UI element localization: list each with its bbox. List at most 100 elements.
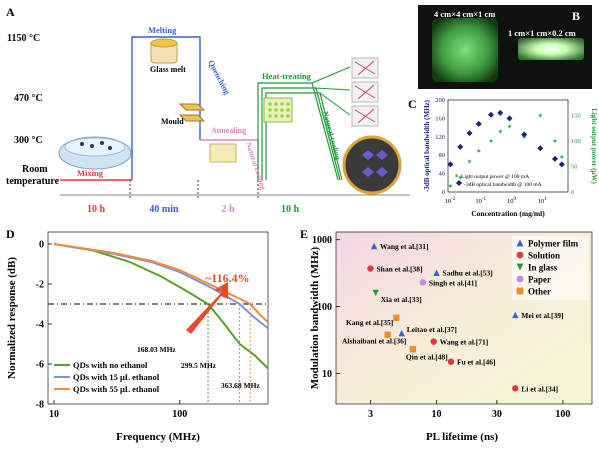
panel-c-ytick-left: 200 bbox=[435, 97, 445, 104]
panel-e-ytick: 100 bbox=[317, 302, 332, 313]
panel-d-letter: D bbox=[6, 227, 15, 241]
power-point: ✶ bbox=[537, 112, 543, 120]
panel-e-letter: E bbox=[300, 227, 308, 241]
panel-e-xtick: 10 bbox=[432, 409, 442, 420]
panel-e-xtick: 100 bbox=[555, 409, 570, 420]
panel-d-frequency-markers bbox=[207, 304, 251, 404]
panel-e-legend-box bbox=[512, 236, 588, 300]
bandwidth-point bbox=[558, 161, 565, 168]
stage-natural-cooling-1: Natural cooling bbox=[244, 141, 268, 191]
time-heat-treating: 10 h bbox=[281, 204, 300, 215]
lit-point-label: Singh et al.[41] bbox=[429, 278, 477, 287]
stage-quenching: Quenching bbox=[206, 59, 231, 96]
bandwidth-point bbox=[497, 109, 504, 116]
series-line-1 bbox=[53, 243, 269, 329]
lit-point bbox=[393, 314, 400, 321]
lit-point bbox=[512, 385, 519, 392]
time-mixing: 10 h bbox=[87, 204, 106, 215]
temp-1150: 1150 °C bbox=[7, 33, 40, 44]
lit-point-label: Sadhu et al.[53] bbox=[443, 269, 493, 278]
panel-e-points: Wang et al.[31] Shan et al.[38] Sadhu et a… bbox=[342, 242, 564, 393]
legend-marker bbox=[516, 287, 524, 295]
power-point: ✶ bbox=[476, 148, 482, 156]
power-point: ✶ bbox=[488, 137, 494, 145]
bandwidth-point bbox=[488, 111, 495, 118]
power-point: ✶ bbox=[559, 154, 565, 162]
panel-e-ytick: 1000 bbox=[312, 235, 332, 246]
panel-e-xlabel: PL lifetime (ns) bbox=[426, 431, 498, 443]
power-point: ✶ bbox=[447, 182, 453, 190]
stage-annealing: Annealing bbox=[211, 126, 246, 135]
lit-point-label: Leitao et al.[37] bbox=[407, 325, 457, 334]
power-point: ✶ bbox=[457, 174, 463, 182]
bandwidth-point bbox=[475, 120, 482, 127]
panel-d-ytick: -2 bbox=[36, 280, 44, 291]
legend-label: Polymer film bbox=[528, 239, 579, 249]
mixing-bowl-illustration bbox=[58, 136, 132, 170]
heat-branch-2 bbox=[315, 87, 351, 91]
stage-melting: Melting bbox=[148, 25, 177, 35]
bandwidth-point bbox=[466, 130, 473, 137]
stage-natural-cooling-2: Natural cooling bbox=[321, 110, 343, 161]
panel-c-points: ✶✶✶✶✶✶✶✶✶✶✶ bbox=[447, 109, 565, 190]
temp-room-1: Room bbox=[22, 164, 48, 175]
legend-marker bbox=[516, 263, 524, 271]
legend-15ul: QDs with 15 μL ethanol bbox=[73, 372, 160, 382]
lit-point bbox=[367, 265, 374, 272]
panel-d: D 10 100 0 -2 -4 -6 -8 ~116.4% 168.03 MHz 299.… bbox=[6, 227, 269, 443]
freq-label-55ul: 363.68 MHz bbox=[221, 381, 260, 390]
panel-c-ytick-left: 160 bbox=[435, 115, 445, 122]
panel-d-ytick: -8 bbox=[36, 400, 44, 411]
panel-c-legend: ✶ Light output power @ 100 mA -3dB optic… bbox=[454, 173, 542, 188]
panel-d-legend: QDs with no ethanol QDs with 15 μL ethan… bbox=[54, 360, 160, 394]
legend-label: In glass bbox=[528, 263, 558, 273]
panel-d-xlabel: Frequency (MHz) bbox=[116, 431, 200, 443]
panel-d-xtick: 10 bbox=[49, 409, 59, 420]
panel-c-ticks: 10-2 10-1 100 101 0 40 80 120 160 200 0 50 100 150 bbox=[435, 97, 581, 205]
legend-power: Light output power @ 100 mA bbox=[461, 174, 529, 180]
panel-d-ytick: -4 bbox=[36, 320, 44, 331]
panel-c-ytick-right: 150 bbox=[571, 112, 581, 119]
panel-c-frame bbox=[447, 99, 569, 193]
lit-point-label: Fu et al.[46] bbox=[457, 358, 496, 367]
power-point: ✶ bbox=[507, 123, 513, 131]
label-mould: Mould bbox=[161, 117, 184, 126]
panel-d-frame bbox=[47, 231, 269, 405]
panel-c-ylabel-right: Light output power (μW) bbox=[590, 108, 598, 184]
lit-point bbox=[409, 346, 417, 353]
lit-point bbox=[419, 279, 427, 286]
profile-heat-3 bbox=[265, 92, 343, 181]
panel-e-xtick: 30 bbox=[492, 409, 502, 420]
panel-c-ytick-right: 100 bbox=[571, 138, 581, 145]
stage-mixing: Mixing bbox=[77, 168, 104, 178]
panel-c-xtick: 10-1 bbox=[475, 197, 486, 205]
lit-point bbox=[370, 242, 378, 250]
panel-e-legend: Polymer film Solution In glass Paper Other bbox=[512, 236, 588, 300]
panel-e: E 3 10 30 100 10 100 1000 Wang et al.[31] Shan … bbox=[300, 227, 593, 443]
lit-point bbox=[398, 329, 405, 337]
lit-point bbox=[512, 311, 519, 319]
improvement-annotation: ~116.4% bbox=[205, 271, 250, 285]
temp-room-2: temperature bbox=[6, 176, 60, 187]
legend-55ul: QDs with 55 μL ethanol bbox=[73, 384, 160, 394]
lit-point-label: Li et al.[34] bbox=[521, 384, 558, 393]
legend-label: Solution bbox=[528, 251, 560, 261]
legend-label: Paper bbox=[528, 275, 551, 285]
stage-heat-treating: Heat-treating bbox=[262, 71, 312, 81]
panel-c-ylabel-left: -3dB optical bandwidth (MHz) bbox=[423, 99, 431, 192]
legend-no-ethanol: QDs with no ethanol bbox=[73, 360, 148, 370]
lit-point-label: Qin et al.[48] bbox=[406, 352, 448, 361]
temp-470: 470 °C bbox=[14, 93, 43, 104]
glass-sample-small bbox=[518, 38, 584, 60]
panel-c-xlabel: Concentration (mg/ml) bbox=[471, 209, 545, 218]
time-melting: 40 min bbox=[149, 204, 179, 215]
legend-marker bbox=[516, 251, 524, 259]
panel-c-xtick: 100 bbox=[507, 197, 517, 205]
lit-point-label: Mei et al.[39] bbox=[521, 311, 563, 320]
bandwidth-point bbox=[551, 155, 558, 162]
panel-d-ytick: 0 bbox=[39, 240, 44, 251]
panel-e-ticks: 3 10 30 100 10 100 1000 bbox=[312, 235, 570, 420]
legend-marker bbox=[516, 239, 524, 247]
lit-point bbox=[372, 289, 379, 297]
